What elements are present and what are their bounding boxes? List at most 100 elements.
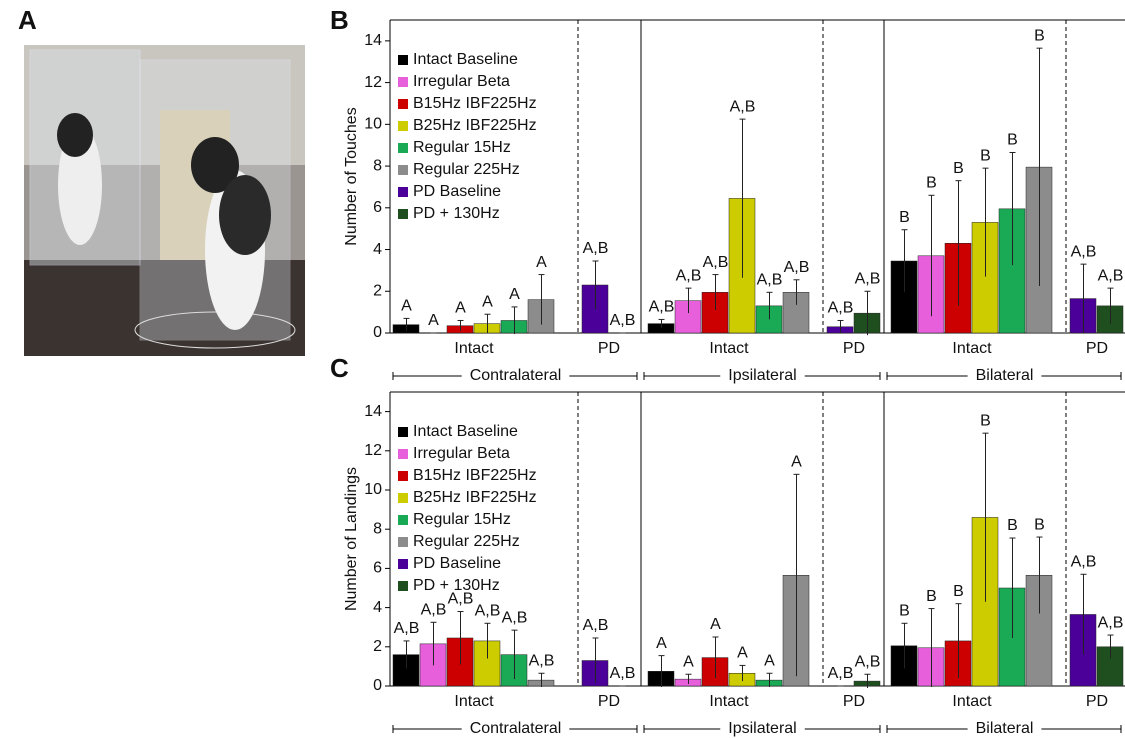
category-label-bg xyxy=(967,367,1042,385)
significance-label: A,B xyxy=(757,272,783,289)
category-label: Contralateral xyxy=(470,720,562,737)
y-tick-label: 14 xyxy=(364,403,382,420)
significance-label: A xyxy=(656,635,667,652)
legend-label: Irregular Beta xyxy=(413,73,510,90)
significance-label: A,B xyxy=(1071,243,1097,260)
subgroup-label: PD xyxy=(598,693,620,710)
legend-swatch xyxy=(398,187,408,197)
significance-label: B xyxy=(980,147,991,164)
legend-swatch xyxy=(398,427,408,437)
panel-label: C xyxy=(330,353,349,383)
legend-label: B25Hz IBF225Hz xyxy=(413,489,537,506)
significance-label: B xyxy=(926,174,937,191)
legend-label: Regular 15Hz xyxy=(413,511,511,528)
significance-label: A,B xyxy=(649,299,675,316)
significance-label: A,B xyxy=(1071,553,1097,570)
significance-label: A,B xyxy=(828,300,854,317)
significance-label: A xyxy=(737,645,748,662)
significance-label: A,B xyxy=(475,602,501,619)
significance-label: A,B xyxy=(730,98,756,115)
subgroup-label: Intact xyxy=(709,693,749,710)
y-tick-label: 6 xyxy=(373,199,382,216)
significance-label: A xyxy=(428,312,439,329)
legend-swatch xyxy=(398,515,408,525)
significance-label: A xyxy=(710,616,721,633)
legend-swatch xyxy=(398,143,408,153)
legend-swatch xyxy=(398,99,408,109)
legend-swatch xyxy=(398,165,408,175)
subgroup-label: Intact xyxy=(952,693,992,710)
significance-label: A,B xyxy=(1098,267,1124,284)
y-tick-label: 6 xyxy=(373,560,382,577)
legend-swatch xyxy=(398,537,408,547)
legend-label: PD Baseline xyxy=(413,555,501,572)
significance-label: B xyxy=(1034,27,1045,44)
significance-label: A xyxy=(401,298,412,315)
legend-swatch xyxy=(398,121,408,131)
y-tick-label: 2 xyxy=(373,638,382,655)
significance-label: B xyxy=(953,583,964,600)
category-label-bg xyxy=(461,367,570,385)
significance-label: A,B xyxy=(610,665,636,682)
legend-swatch xyxy=(398,55,408,65)
y-tick-label: 4 xyxy=(373,599,382,616)
subgroup-label: Intact xyxy=(709,340,749,357)
significance-label: A,B xyxy=(448,591,474,608)
significance-label: B xyxy=(899,209,910,226)
legend-label: Irregular Beta xyxy=(413,445,510,462)
category-label: Ipsilateral xyxy=(728,367,796,384)
y-tick-label: 0 xyxy=(373,324,382,341)
y-tick-label: 8 xyxy=(373,157,382,174)
legend-label: Regular 15Hz xyxy=(413,139,511,156)
significance-label: A xyxy=(764,652,775,669)
subgroup-label: PD xyxy=(1086,340,1108,357)
significance-label: A,B xyxy=(828,665,854,682)
significance-label: A,B xyxy=(502,609,528,626)
significance-label: A,B xyxy=(394,620,420,637)
category-label-bg xyxy=(461,720,570,738)
legend-label: B15Hz IBF225Hz xyxy=(413,467,537,484)
subgroup-label: PD xyxy=(843,693,865,710)
photo-rat-head xyxy=(191,137,239,193)
panel-label: B xyxy=(330,5,349,35)
legend-label: Regular 225Hz xyxy=(413,533,520,550)
legend-label: B15Hz IBF225Hz xyxy=(413,95,537,112)
category-label: Contralateral xyxy=(470,367,562,384)
subgroup-label: PD xyxy=(843,340,865,357)
subgroup-label: Intact xyxy=(952,340,992,357)
category-label-bg xyxy=(967,720,1042,738)
category-label-bg xyxy=(720,720,805,738)
photo-rat-patch xyxy=(219,175,271,255)
subgroup-label: PD xyxy=(598,340,620,357)
significance-label: A,B xyxy=(529,652,555,669)
significance-label: A,B xyxy=(610,312,636,329)
significance-label: B xyxy=(899,602,910,619)
significance-label: A,B xyxy=(855,653,881,670)
legend-swatch xyxy=(398,581,408,591)
significance-label: A xyxy=(482,293,493,310)
significance-label: A xyxy=(791,454,802,471)
significance-label: A xyxy=(509,286,520,303)
y-tick-label: 10 xyxy=(364,116,382,133)
significance-label: A,B xyxy=(855,270,881,287)
significance-label: B xyxy=(1007,517,1018,534)
photo xyxy=(24,45,305,356)
category-label: Ipsilateral xyxy=(728,720,796,737)
subgroup-label: Intact xyxy=(454,340,494,357)
panel-label: A xyxy=(18,5,37,35)
significance-label: B xyxy=(980,412,991,429)
y-tick-label: 12 xyxy=(364,442,382,459)
legend-swatch xyxy=(398,559,408,569)
legend-label: PD + 130Hz xyxy=(413,205,500,222)
significance-label: A xyxy=(455,300,466,317)
y-tick-label: 0 xyxy=(373,677,382,694)
significance-label: B xyxy=(1007,132,1018,149)
significance-label: A xyxy=(683,653,694,670)
y-tick-label: 10 xyxy=(364,481,382,498)
photo-rat-head xyxy=(57,113,93,157)
significance-label: A,B xyxy=(676,267,702,284)
subgroup-label: Intact xyxy=(454,693,494,710)
y-tick-label: 12 xyxy=(364,74,382,91)
legend-swatch xyxy=(398,77,408,87)
